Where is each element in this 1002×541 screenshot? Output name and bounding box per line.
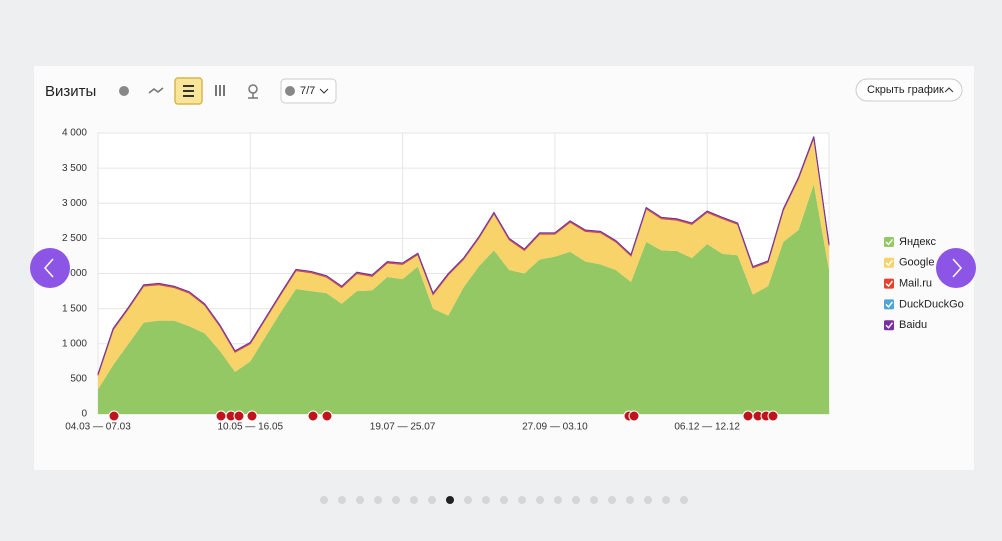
legend-label[interactable]: Google	[899, 257, 934, 269]
x-tick-label: 10.05 — 16.05	[217, 422, 283, 433]
page-dot[interactable]	[626, 496, 634, 504]
legend-label[interactable]: Mail.ru	[899, 278, 932, 290]
page-dot[interactable]	[410, 496, 418, 504]
page-dot[interactable]	[644, 496, 652, 504]
chevron	[944, 87, 954, 93]
legend-checkbox[interactable]	[884, 320, 894, 331]
hide-button-label[interactable]: Скрыть график	[867, 84, 944, 96]
page-dot[interactable]	[536, 496, 544, 504]
page-dot[interactable]	[356, 496, 364, 504]
x-tick-label: 06.12 — 12.12	[674, 422, 740, 433]
page-dot[interactable]	[482, 496, 490, 504]
area	[98, 184, 829, 414]
page-dot[interactable]	[518, 496, 526, 504]
y-tick-label: 500	[70, 374, 87, 385]
page-dot[interactable]	[338, 496, 346, 504]
legend-label[interactable]: DuckDuckGo	[899, 298, 964, 310]
check	[885, 322, 894, 329]
plot: 0 500 1 000 1 500 2 000 2 500 3 000 3 500 4 000 0…	[62, 128, 830, 433]
page-dot[interactable]	[680, 496, 688, 504]
y-tick-label: 2 000	[62, 268, 87, 279]
page-dot[interactable]	[500, 496, 508, 504]
page-dot[interactable]	[608, 496, 616, 504]
x-tick-label: 27.09 — 03.10	[522, 422, 588, 433]
next-arrow	[952, 258, 963, 278]
page-dot[interactable]	[320, 496, 328, 504]
y-tick-label: 3 000	[62, 198, 87, 209]
next-button[interactable]	[936, 248, 976, 288]
hide-button[interactable]	[855, 78, 963, 102]
y-tick-label: 0	[81, 409, 87, 420]
page-dot[interactable]	[590, 496, 598, 504]
chevron	[319, 88, 329, 94]
y-tick-label: 4 000	[62, 128, 87, 139]
check	[885, 239, 894, 246]
page-dot[interactable]	[374, 496, 382, 504]
toolbar-icons[interactable]	[119, 77, 258, 105]
check	[885, 259, 894, 267]
markers	[108, 410, 779, 422]
page-dot[interactable]	[464, 496, 472, 504]
y-tick-label: 1 500	[62, 303, 87, 314]
x-tick-label: 04.03 — 07.03	[65, 422, 131, 433]
legend-checkbox[interactable]	[884, 278, 894, 289]
area	[97, 136, 830, 375]
legend-label[interactable]: Яндекс	[899, 236, 936, 248]
legend-checkbox[interactable]	[884, 237, 894, 247]
page-dot[interactable]	[428, 496, 436, 504]
legend-checkbox[interactable]	[884, 299, 894, 310]
check	[885, 301, 894, 308]
pagination	[320, 496, 688, 504]
x-tick-label: 19.07 — 25.07	[370, 422, 436, 433]
page-dot[interactable]	[446, 496, 454, 504]
legend-checkbox[interactable]	[884, 257, 894, 268]
page-dot[interactable]	[554, 496, 562, 504]
dropdown-label[interactable]: 7/7	[300, 85, 315, 97]
y-tick-label: 2 500	[62, 233, 87, 244]
prev-button[interactable]	[30, 248, 70, 288]
y-tick-label: 3 500	[62, 163, 87, 174]
page-dot[interactable]	[392, 496, 400, 504]
annotations-dropdown[interactable]	[280, 78, 337, 104]
comment-icon	[285, 86, 295, 96]
widget-title: Визиты	[45, 83, 96, 100]
legend-label[interactable]: Baidu	[899, 319, 927, 331]
page-dot[interactable]	[572, 496, 580, 504]
prev-arrow	[43, 258, 54, 278]
area	[98, 137, 829, 390]
y-tick-label: 1 000	[62, 338, 87, 349]
page-dot[interactable]	[662, 496, 670, 504]
check	[885, 280, 894, 288]
